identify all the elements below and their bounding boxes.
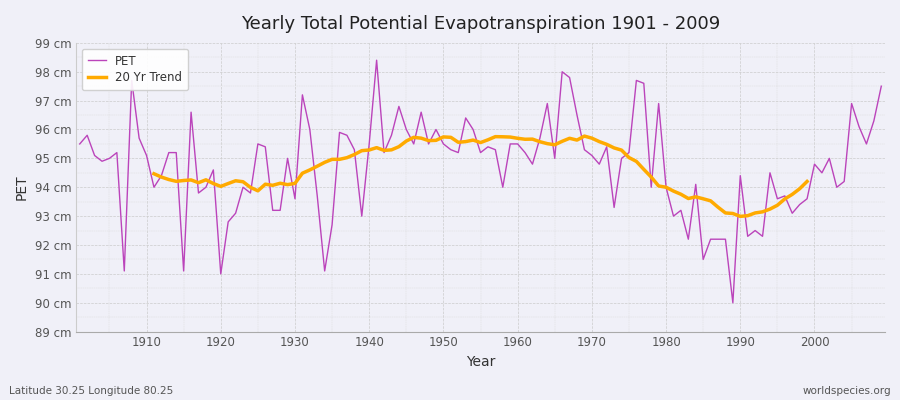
20 Yr Trend [482,138,493,142]
PET [341,133,352,138]
20 Yr Trend [742,213,753,218]
20 Yr Trend [802,179,813,184]
20 Yr Trend [215,184,226,189]
Text: Latitude 30.25 Longitude 80.25: Latitude 30.25 Longitude 80.25 [9,386,173,396]
PET [519,150,530,155]
20 Yr Trend [283,182,293,187]
PET [512,142,523,146]
Title: Yearly Total Potential Evapotranspiration 1901 - 2009: Yearly Total Potential Evapotranspiratio… [241,15,720,33]
X-axis label: Year: Year [466,355,495,369]
PET [727,300,738,305]
Line: PET: PET [80,60,881,303]
20 Yr Trend [148,171,159,176]
PET [876,84,886,88]
Y-axis label: PET: PET [15,174,29,200]
20 Yr Trend [400,139,411,144]
20 Yr Trend [579,134,590,138]
PET [75,142,86,146]
PET [371,58,382,63]
20 Yr Trend [230,178,241,183]
PET [297,92,308,97]
20 Yr Trend [735,214,746,219]
Line: 20 Yr Trend: 20 Yr Trend [154,136,807,216]
Text: worldspecies.org: worldspecies.org [803,386,891,396]
PET [134,136,145,140]
Legend: PET, 20 Yr Trend: PET, 20 Yr Trend [82,49,188,90]
PET [608,205,619,210]
